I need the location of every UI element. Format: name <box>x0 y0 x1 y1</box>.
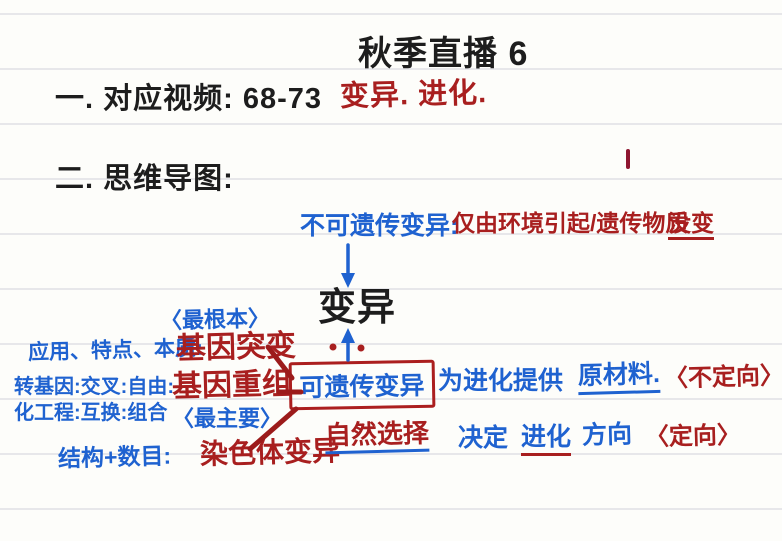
chromosome-variation-label: 染色体变异 <box>199 435 341 470</box>
tag-most-important: 〈最主要〉 <box>172 406 283 431</box>
evolution: 进化 <box>521 423 572 456</box>
emphasis-dots <box>329 343 365 352</box>
tag-non-directional: 〈不定向〉 <box>663 362 782 393</box>
gene-recombination-sources-top: 转基因:交叉:自由: <box>14 376 174 398</box>
gene-mutation-label: 基因突变 <box>175 329 297 366</box>
page-title: 秋季直播 6 <box>358 35 529 73</box>
non-heritable-desc: 仅由环境引起/遗传物质 <box>452 210 689 236</box>
section2-heading: 二. 思维导图: <box>55 163 234 195</box>
direction: 方向 <box>581 420 633 450</box>
provides-for-evolution: 为进化提供 <box>438 367 564 395</box>
section1-topic: 变异. 进化. <box>339 77 488 113</box>
natural-selection: 自然选择 <box>325 418 430 454</box>
chromosome-variation-keywords: 结构+数目: <box>57 442 172 472</box>
non-heritable-desc-unchanged: 没变 <box>668 210 714 241</box>
decides: 决定 <box>458 424 509 452</box>
gene-recombination-label: 基因重组 <box>171 367 293 404</box>
non-heritable-label: 不可遗传变异: <box>300 212 459 240</box>
gene-recombination-sources-bottom: 化工程:互换:组合 <box>14 402 168 424</box>
section1-heading: 一. 对应视频: 68-73 <box>55 83 322 115</box>
center-node-variation: 变异 <box>318 287 397 329</box>
arrow-up-to-variation <box>341 328 355 362</box>
heritable-variation-box: 可遗传变异 <box>288 359 436 411</box>
tag-directional: 〈定向〉 <box>644 421 742 452</box>
arrow-down-to-variation <box>341 243 355 288</box>
heritable-variation-label: 可遗传变异 <box>299 371 425 403</box>
raw-material: 原材料. <box>578 360 661 395</box>
